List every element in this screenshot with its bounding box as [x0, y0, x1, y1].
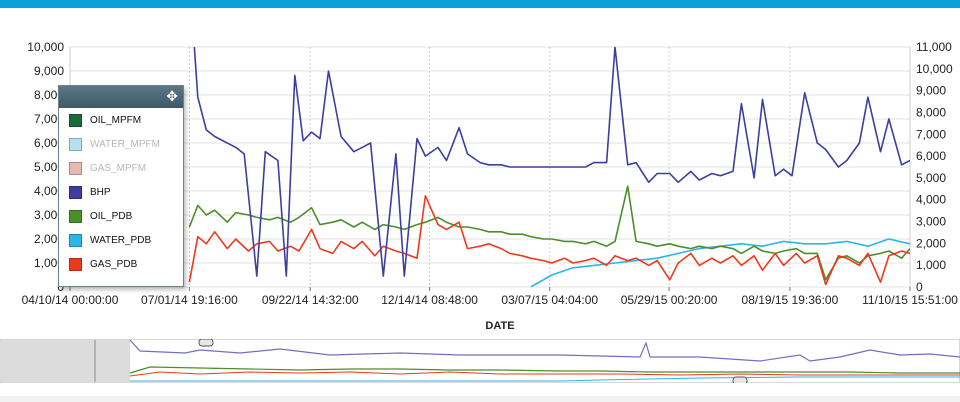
right-axis-tick: 9,000	[916, 84, 946, 98]
range-navigator[interactable]	[0, 339, 960, 383]
left-axis-tick: 2,000	[34, 232, 64, 246]
navigator-masked-region	[0, 340, 130, 382]
legend-swatch	[69, 233, 82, 247]
legend-label: OIL_PDB	[90, 210, 133, 222]
legend-label: WATER_MPFM	[90, 138, 160, 150]
legend[interactable]: ✥ OIL_MPFM WATER_MPFM GAS_MPFM BHP OIL_PDB WA…	[58, 85, 184, 287]
series-line-gas-pdb	[188, 195, 910, 286]
navigator-bhp-line	[129, 339, 960, 362]
legend-label: GAS_PDB	[90, 258, 138, 270]
legend-items: OIL_MPFM WATER_MPFM GAS_MPFM BHP OIL_PDB WATE…	[59, 108, 183, 276]
left-axis-tick: 6,000	[34, 136, 64, 150]
left-axis-tick: 0	[57, 280, 64, 294]
legend-label: WATER_PDB	[90, 234, 152, 246]
production-chart: 0 1,000 2,000 3,000 4,000 5,000 6,000 7,000 8,00…	[22, 40, 959, 332]
legend-item-gas-pdb[interactable]: GAS_PDB	[59, 252, 183, 276]
right-axis-tick: 10,000	[916, 62, 953, 76]
x-axis-tick: 03/07/15 04:04:00	[501, 293, 598, 307]
series-line-oil-pdb	[188, 185, 910, 281]
navigator-left-handle[interactable]	[198, 339, 214, 347]
right-axis-tick: 3,000	[916, 215, 946, 229]
x-axis-tick: 07/01/14 19:16:00	[141, 293, 238, 307]
left-axis-tick: 3,000	[34, 208, 64, 222]
legend-swatch	[69, 137, 82, 151]
grid	[69, 46, 911, 288]
left-axis-tick: 10,000	[27, 40, 64, 54]
left-axis-tick: 5,000	[34, 160, 64, 174]
left-axis-tick: 1,000	[34, 256, 64, 270]
left-axis-tick: 7,000	[34, 112, 64, 126]
navigator-gas-line	[129, 371, 960, 377]
x-axis-tick: 12/14/14 08:48:00	[381, 293, 478, 307]
series-line-bhp	[189, 47, 910, 277]
right-axis-tick: 1,000	[916, 258, 946, 272]
x-axis-title: DATE	[485, 320, 514, 332]
x-axis-tick: 09/22/14 14:32:00	[262, 293, 359, 307]
right-axis-tick: 8,000	[916, 105, 946, 119]
legend-item-water-pdb[interactable]: WATER_PDB	[59, 228, 183, 252]
x-axis-tick: 05/29/15 00:20:00	[621, 293, 718, 307]
right-axis-ticks: 0 1,000 2,000 3,000 4,000 5,000 6,000 7,000 8,00…	[916, 40, 953, 294]
top-accent-bar	[0, 0, 960, 8]
move-icon[interactable]: ✥	[166, 89, 178, 105]
legend-label: OIL_MPFM	[90, 114, 142, 126]
legend-swatch	[69, 161, 82, 175]
legend-swatch	[69, 185, 82, 199]
legend-item-gas-mpfm[interactable]: GAS_MPFM	[59, 156, 183, 180]
legend-swatch	[69, 209, 82, 223]
x-axis-tick: 08/19/15 19:36:00	[742, 293, 839, 307]
legend-item-bhp[interactable]: BHP	[59, 180, 183, 204]
x-axis-tick: 11/10/15 15:51:00	[862, 293, 958, 307]
left-axis-tick: 4,000	[34, 184, 64, 198]
scrollbar-track[interactable]	[0, 396, 960, 402]
left-axis-tick: 9,000	[34, 64, 64, 78]
right-axis-tick: 0	[916, 280, 923, 294]
legend-label: GAS_MPFM	[90, 162, 147, 174]
legend-header[interactable]: ✥	[59, 86, 183, 108]
right-axis-tick: 4,000	[916, 193, 946, 207]
left-axis-ticks: 0 1,000 2,000 3,000 4,000 5,000 6,000 7,000 8,00…	[27, 40, 64, 294]
legend-label: BHP	[90, 186, 111, 198]
right-axis-tick: 2,000	[916, 236, 946, 250]
right-axis-tick: 11,000	[916, 40, 952, 54]
navigator-right-handle[interactable]	[732, 376, 748, 383]
right-axis-tick: 7,000	[916, 127, 946, 141]
right-axis-tick: 5,000	[916, 171, 946, 185]
navigator-oil-line	[129, 366, 960, 374]
series-lines	[188, 47, 910, 287]
legend-swatch	[69, 113, 82, 127]
x-axis-ticks: 04/10/14 00:00:00 07/01/14 19:16:00 09/22/…	[22, 287, 958, 307]
left-axis-tick: 8,000	[34, 88, 64, 102]
legend-swatch	[69, 257, 82, 271]
legend-item-oil-mpfm[interactable]: OIL_MPFM	[59, 108, 183, 132]
legend-item-oil-pdb[interactable]: OIL_PDB	[59, 204, 183, 228]
x-axis-tick: 04/10/14 00:00:00	[22, 293, 119, 307]
right-axis-tick: 6,000	[916, 149, 946, 163]
navigator-water-line	[130, 376, 960, 382]
legend-item-water-mpfm[interactable]: WATER_MPFM	[59, 132, 183, 156]
